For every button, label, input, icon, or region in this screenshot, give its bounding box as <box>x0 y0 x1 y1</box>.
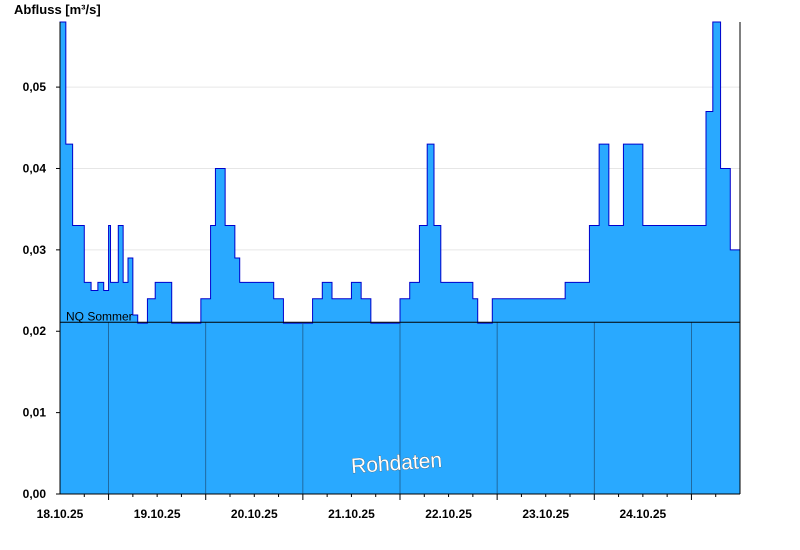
y-tick-label: 0,02 <box>23 324 47 338</box>
y-tick-label: 0,05 <box>23 80 47 94</box>
nq-sommer-line: NQ Sommer <box>60 309 740 323</box>
x-tick-label: 22.10.25 <box>425 507 472 521</box>
series-line <box>59 21 740 494</box>
data-area <box>59 21 740 494</box>
y-tick-label: 0,00 <box>23 487 47 501</box>
y-ticks: 0,00 0,01 0,02 0,03 0,04 0,05 <box>23 80 60 501</box>
x-tick-label: 24.10.25 <box>619 507 666 521</box>
y-tick-label: 0,01 <box>23 406 47 420</box>
x-tick-label: 19.10.25 <box>134 507 181 521</box>
y-tick-label: 0,04 <box>23 161 47 175</box>
reference-line-label: NQ Sommer <box>66 309 133 323</box>
day-separators <box>108 322 692 494</box>
series-area <box>60 22 740 494</box>
y-tick-label: 0,03 <box>23 243 47 257</box>
x-tick-label: 18.10.25 <box>37 507 84 521</box>
x-tick-label: 21.10.25 <box>328 507 375 521</box>
x-tick-label: 20.10.25 <box>231 507 278 521</box>
y-axis-label: Abfluss [m³/s] <box>14 2 101 17</box>
x-tick-label: 23.10.25 <box>522 507 569 521</box>
x-ticks: 18.10.25 19.10.25 20.10.25 21.10.25 22.10.25… <box>37 494 717 521</box>
